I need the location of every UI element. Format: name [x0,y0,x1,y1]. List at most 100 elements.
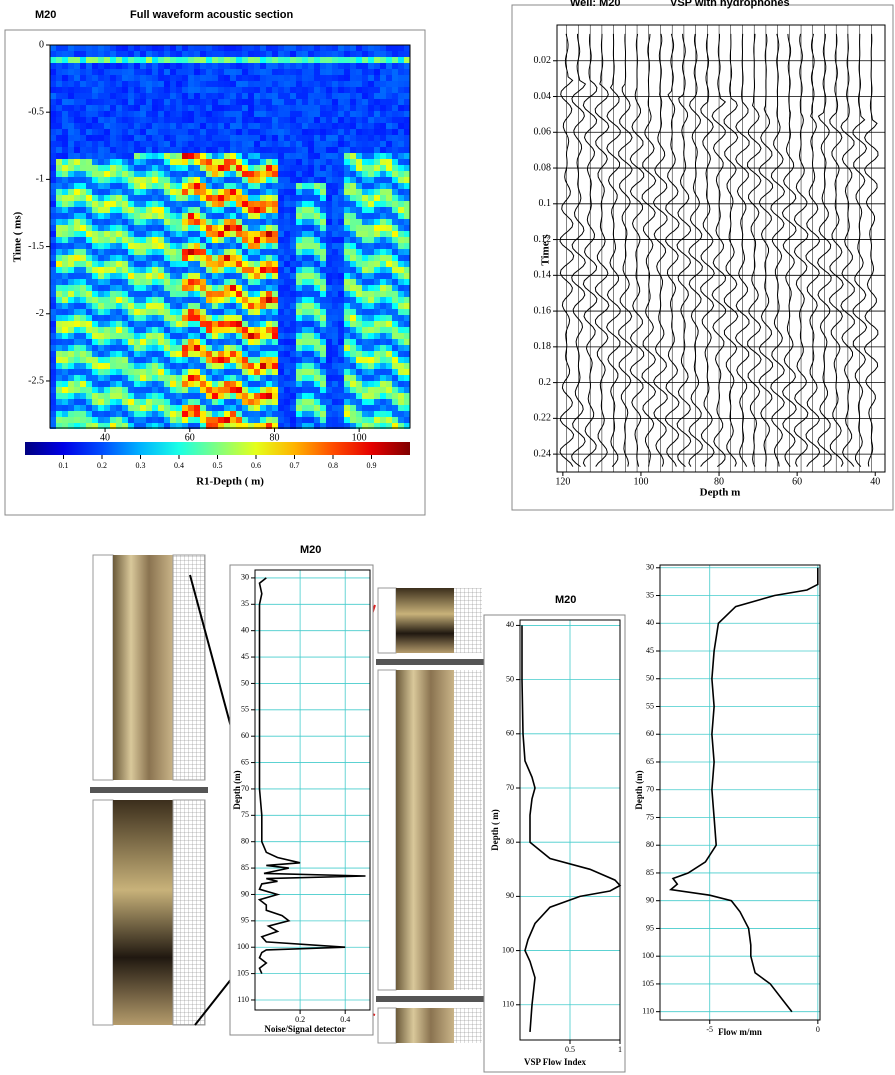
texture-cell [146,171,152,177]
texture-cell [224,315,230,321]
texture-cell [140,321,146,327]
texture-cell [392,381,398,387]
texture-cell [170,393,176,399]
texture-cell [50,297,56,303]
texture-cell [140,351,146,357]
texture-cell [164,231,170,237]
texture-cell [146,375,152,381]
texture-cell [266,255,272,261]
texture-cell [68,309,74,315]
texture-cell [98,261,104,267]
texture-cell [296,279,302,285]
texture-cell [350,411,356,417]
texture-cell [188,267,194,273]
texture-cell [158,165,164,171]
texture-cell [104,171,110,177]
texture-cell [344,387,350,393]
texture-cell [188,393,194,399]
texture-cell [320,261,326,267]
texture-cell [140,345,146,351]
texture-cell [368,369,374,375]
texture-cell [218,201,224,207]
texture-cell [182,297,188,303]
texture-cell [362,309,368,315]
texture-cell [218,87,224,93]
texture-cell [350,297,356,303]
texture-cell [302,333,308,339]
texture-cell [344,123,350,129]
texture-cell [140,411,146,417]
texture-cell [368,279,374,285]
texture-cell [356,375,362,381]
texture-cell [194,267,200,273]
texture-cell [236,279,242,285]
texture-cell [320,381,326,387]
texture-cell [140,165,146,171]
texture-cell [374,219,380,225]
texture-cell [332,99,338,105]
texture-cell [110,183,116,189]
texture-cell [332,387,338,393]
texture-cell [260,207,266,213]
texture-cell [404,123,410,129]
texture-cell [404,357,410,363]
texture-cell [122,357,128,363]
texture-cell [302,363,308,369]
texture-cell [212,369,218,375]
texture-cell [206,423,212,429]
texture-cell [266,177,272,183]
texture-cell [176,207,182,213]
texture-cell [332,129,338,135]
texture-cell [206,153,212,159]
texture-cell [74,225,80,231]
texture-cell [104,255,110,261]
texture-cell [122,405,128,411]
texture-cell [122,333,128,339]
texture-cell [80,423,86,429]
texture-cell [392,255,398,261]
texture-cell [302,327,308,333]
texture-cell [242,423,248,429]
texture-cell [368,375,374,381]
texture-cell [152,405,158,411]
texture-cell [212,375,218,381]
texture-cell [284,333,290,339]
texture-cell [284,369,290,375]
texture-cell [320,279,326,285]
texture-cell [296,255,302,261]
texture-cell [266,123,272,129]
texture-cell [176,99,182,105]
texture-cell [146,75,152,81]
texture-cell [404,273,410,279]
texture-cell [230,57,236,63]
texture-cell [338,243,344,249]
texture-cell [92,129,98,135]
texture-cell [398,273,404,279]
texture-cell [386,255,392,261]
texture-cell [302,141,308,147]
texture-cell [164,159,170,165]
texture-cell [140,309,146,315]
texture-cell [326,117,332,123]
texture-cell [68,183,74,189]
texture-cell [68,99,74,105]
texture-cell [380,213,386,219]
texture-cell [344,219,350,225]
texture-cell [98,51,104,57]
texture-cell [80,255,86,261]
texture-cell [104,45,110,51]
texture-cell [314,201,320,207]
texture-cell [194,321,200,327]
texture-cell [350,225,356,231]
texture-cell [404,45,410,51]
texture-cell [380,369,386,375]
texture-cell [260,153,266,159]
texture-cell [206,237,212,243]
texture-cell [50,267,56,273]
texture-cell [248,411,254,417]
texture-cell [326,261,332,267]
texture-cell [56,105,62,111]
texture-cell [404,291,410,297]
texture-cell [92,225,98,231]
texture-cell [284,363,290,369]
